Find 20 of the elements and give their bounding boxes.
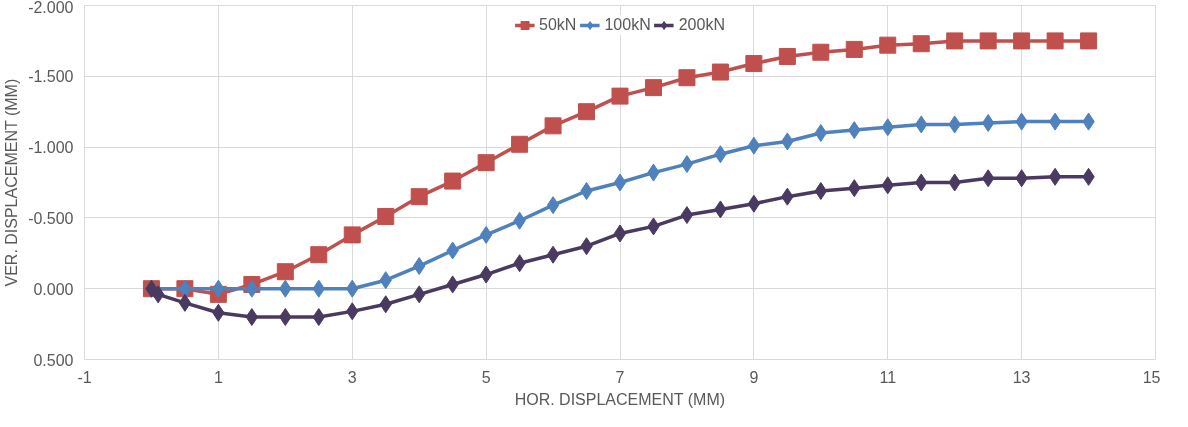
y-tick-label: -0.500	[28, 209, 74, 227]
x-axis-title: HOR. DISPLACEMENT (MM)	[514, 390, 726, 408]
y-tick-label: 0.500	[33, 351, 74, 369]
y-tick-label: -1.000	[28, 139, 74, 157]
x-tick-label: -1	[77, 368, 92, 386]
y-tick-label: -1.500	[28, 68, 74, 86]
y-tick-label: -2.000	[28, 0, 74, 16]
x-tick-label: 7	[615, 368, 625, 386]
x-tick-label: 11	[879, 368, 897, 386]
legend-label: 100kN	[604, 16, 651, 34]
x-tick-label: 5	[481, 368, 491, 386]
y-axis-title: VER. DISPLACEMENT (MM)	[3, 78, 21, 287]
x-tick-label: 13	[1012, 368, 1031, 386]
x-tick-label: 15	[1142, 368, 1161, 386]
y-tick-label: 0.000	[33, 280, 74, 298]
x-tick-label: 1	[213, 368, 223, 386]
x-tick-label: 9	[749, 368, 759, 386]
legend-label: 200kN	[678, 16, 725, 34]
x-tick-label: 3	[347, 368, 357, 386]
legend-label: 50kN	[539, 16, 577, 34]
